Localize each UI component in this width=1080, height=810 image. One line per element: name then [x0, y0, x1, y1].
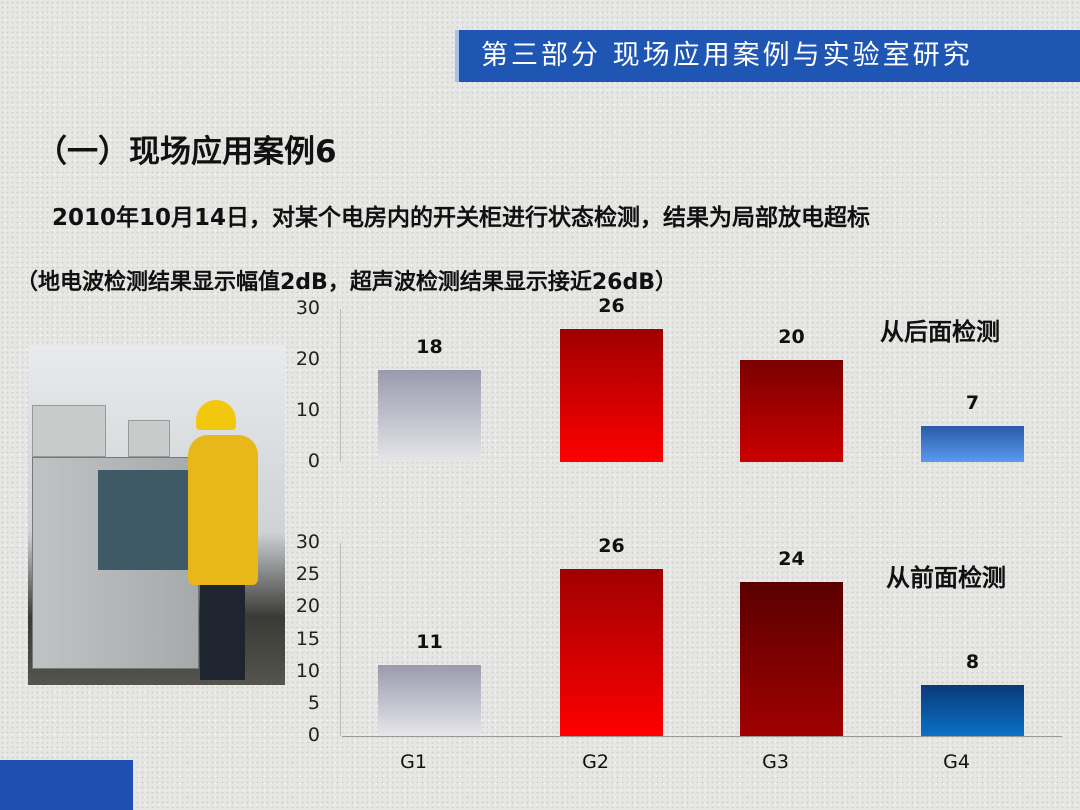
data-label: 20	[778, 326, 805, 348]
y-tick-label: 20	[295, 595, 320, 618]
bar-G3	[740, 360, 843, 462]
y-tick-label: 5	[307, 691, 320, 714]
data-label: 26	[598, 534, 625, 557]
x-tick-label: G4	[943, 751, 970, 773]
y-tick-label: 15	[295, 627, 320, 650]
y-tick-label: 10	[295, 399, 320, 421]
x-tick-label: G2	[582, 751, 609, 773]
x-tick-label: G3	[762, 751, 789, 773]
bar-G4	[921, 684, 1024, 736]
detection-note: （地电波检测结果显示幅值2dB，超声波检测结果显示接近26dB）	[16, 270, 677, 295]
section-banner: 第三部分 现场应用案例与实验室研究	[455, 30, 1080, 82]
page-title: （一）现场应用案例6	[36, 134, 337, 170]
y-tick-label: 0	[307, 724, 320, 746]
x-tick-label: G1	[400, 751, 427, 773]
y-tick-label: 30	[295, 297, 320, 319]
data-label: 24	[778, 547, 805, 570]
data-label: 26	[598, 295, 625, 318]
data-label: 11	[416, 631, 443, 654]
chart-title: 从前面检测	[886, 564, 1006, 592]
switchgear-inspection-photo	[28, 345, 285, 685]
bar-G3	[740, 581, 843, 736]
data-label: 18	[416, 336, 443, 359]
y-tick-label: 10	[295, 659, 320, 682]
data-label: 8	[965, 650, 980, 673]
y-tick-label: 20	[295, 348, 320, 370]
description: 2010年10月14日，对某个电房内的开关柜进行状态检测，结果为局部放电超标	[52, 205, 871, 231]
y-tick-label: 25	[295, 563, 320, 586]
decorative-blue-block	[0, 760, 133, 810]
y-axis-line	[340, 309, 341, 462]
bar-G2	[560, 568, 663, 736]
chart-title: 从后面检测	[880, 318, 1000, 346]
y-axis-line	[340, 543, 341, 736]
bar-G1	[378, 370, 481, 462]
x-axis-line	[342, 736, 1062, 737]
y-tick-label: 30	[295, 531, 320, 553]
bar-G2	[560, 329, 663, 462]
y-tick-label: 0	[307, 450, 320, 472]
bar-G4	[921, 426, 1024, 462]
bar-G1	[378, 665, 481, 736]
data-label: 7	[965, 392, 980, 415]
